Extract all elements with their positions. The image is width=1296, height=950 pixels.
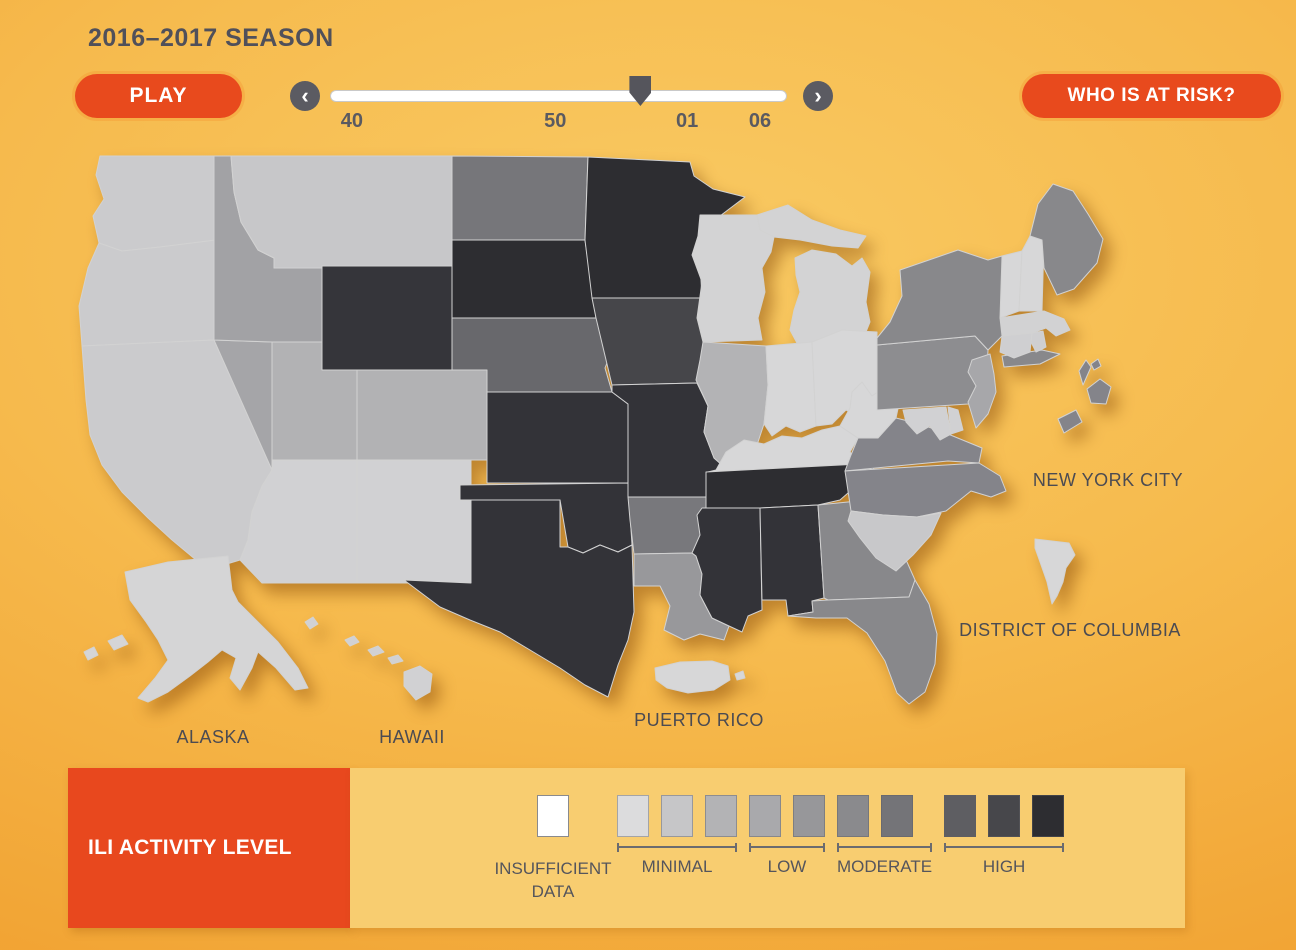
- chevron-left-icon: ‹: [301, 83, 309, 108]
- state-alaska[interactable]: [83, 555, 309, 703]
- state-florida[interactable]: [787, 579, 938, 705]
- legend-swatch: [793, 795, 825, 837]
- legend-bracket: [617, 843, 737, 852]
- legend-bracket: [944, 843, 1065, 852]
- state-south-dakota[interactable]: [451, 239, 597, 319]
- state-puerto-rico[interactable]: [654, 660, 746, 694]
- legend-swatch-insufficient: [537, 795, 569, 837]
- state-maryland[interactable]: [902, 406, 952, 441]
- legend-insufficient-cell: INSUFFICIENT DATA: [493, 795, 613, 904]
- legend-group-label: MINIMAL: [641, 857, 713, 876]
- slider-next-button[interactable]: ›: [803, 81, 833, 111]
- legend-swatch: [881, 795, 913, 837]
- state-north-dakota[interactable]: [451, 155, 589, 241]
- legend-insufficient-label: INSUFFICIENT DATA: [494, 859, 612, 901]
- state-delaware[interactable]: [947, 406, 964, 435]
- legend-group-moderate: MODERATE: [837, 795, 933, 877]
- who-is-at-risk-button[interactable]: WHO IS AT RISK?: [1022, 74, 1281, 118]
- legend-group-low: LOW: [749, 795, 825, 877]
- legend-swatch: [988, 795, 1021, 837]
- state-hawaii[interactable]: [304, 616, 433, 701]
- alaska-label: ALASKA: [176, 727, 250, 747]
- slider-prev-button[interactable]: ‹: [290, 81, 320, 111]
- state-north-carolina[interactable]: [844, 462, 1007, 518]
- legend-swatch: [944, 795, 977, 837]
- state-south-carolina[interactable]: [847, 510, 942, 572]
- season-title: 2016–2017 SEASON: [88, 24, 334, 52]
- slider-tick-50: 50: [544, 110, 567, 132]
- legend-bracket: [749, 843, 825, 852]
- state-new-mexico[interactable]: [356, 459, 472, 584]
- legend-panel: INSUFFICIENT DATA MINIMAL LOW MODERATE HIGH: [350, 768, 1185, 928]
- state-washington[interactable]: [92, 155, 217, 252]
- legend-group-label: HIGH: [982, 857, 1026, 876]
- state-rhode-island[interactable]: [1030, 330, 1047, 353]
- state-maine[interactable]: [1029, 183, 1104, 296]
- state-kansas[interactable]: [486, 391, 629, 484]
- state-new-york[interactable]: [876, 249, 1003, 351]
- slider-tick-40: 40: [340, 110, 363, 132]
- state-montana[interactable]: [230, 155, 453, 269]
- legend-group-minimal: MINIMAL: [617, 795, 737, 877]
- legend-swatch: [705, 795, 737, 837]
- state-new-york-city[interactable]: [1057, 358, 1112, 434]
- slider-tick-01: 01: [676, 110, 699, 132]
- nyc-label: NEW YORK CITY: [1032, 470, 1184, 490]
- legend-swatch: [837, 795, 869, 837]
- state-texas[interactable]: [403, 499, 635, 698]
- week-slider-thumb[interactable]: [629, 76, 652, 106]
- state-indiana[interactable]: [763, 341, 817, 437]
- state-virginia[interactable]: [844, 417, 983, 472]
- state-colorado[interactable]: [356, 369, 488, 461]
- state-wyoming[interactable]: [321, 265, 453, 371]
- state-new-jersey[interactable]: [967, 353, 997, 429]
- state-massachusetts[interactable]: [999, 310, 1071, 337]
- slider-tick-06: 06: [748, 110, 772, 132]
- legend-groups: MINIMAL LOW MODERATE HIGH: [617, 795, 1076, 877]
- legend-title-box: ILI ACTIVITY LEVEL: [68, 768, 350, 928]
- legend-bracket: [837, 843, 933, 852]
- state-michigan-lower[interactable]: [789, 249, 871, 346]
- puerto-rico-label: PUERTO RICO: [634, 710, 764, 730]
- state-alabama[interactable]: [759, 504, 825, 617]
- chevron-right-icon: ›: [814, 83, 822, 108]
- state-new-hampshire[interactable]: [1018, 235, 1045, 312]
- legend-swatch: [749, 795, 781, 837]
- state-mississippi[interactable]: [691, 507, 763, 633]
- hawaii-label: HAWAII: [379, 727, 445, 747]
- week-slider-track[interactable]: [330, 76, 787, 106]
- state-oregon[interactable]: [78, 239, 217, 347]
- play-button[interactable]: PLAY: [75, 74, 242, 118]
- legend-group-label: MODERATE: [837, 857, 933, 876]
- legend-group-label: LOW: [767, 857, 807, 876]
- dc-label: DISTRICT OF COLUMBIA: [959, 620, 1181, 640]
- legend-group-high: HIGH: [944, 795, 1065, 877]
- legend-swatch: [661, 795, 693, 837]
- state-district-of-columbia[interactable]: [1034, 538, 1076, 605]
- legend-swatch: [1032, 795, 1065, 837]
- legend-swatch: [617, 795, 649, 837]
- state-michigan-upper[interactable]: [756, 204, 867, 249]
- legend-title: ILI ACTIVITY LEVEL: [88, 836, 292, 859]
- state-wisconsin[interactable]: [691, 214, 775, 343]
